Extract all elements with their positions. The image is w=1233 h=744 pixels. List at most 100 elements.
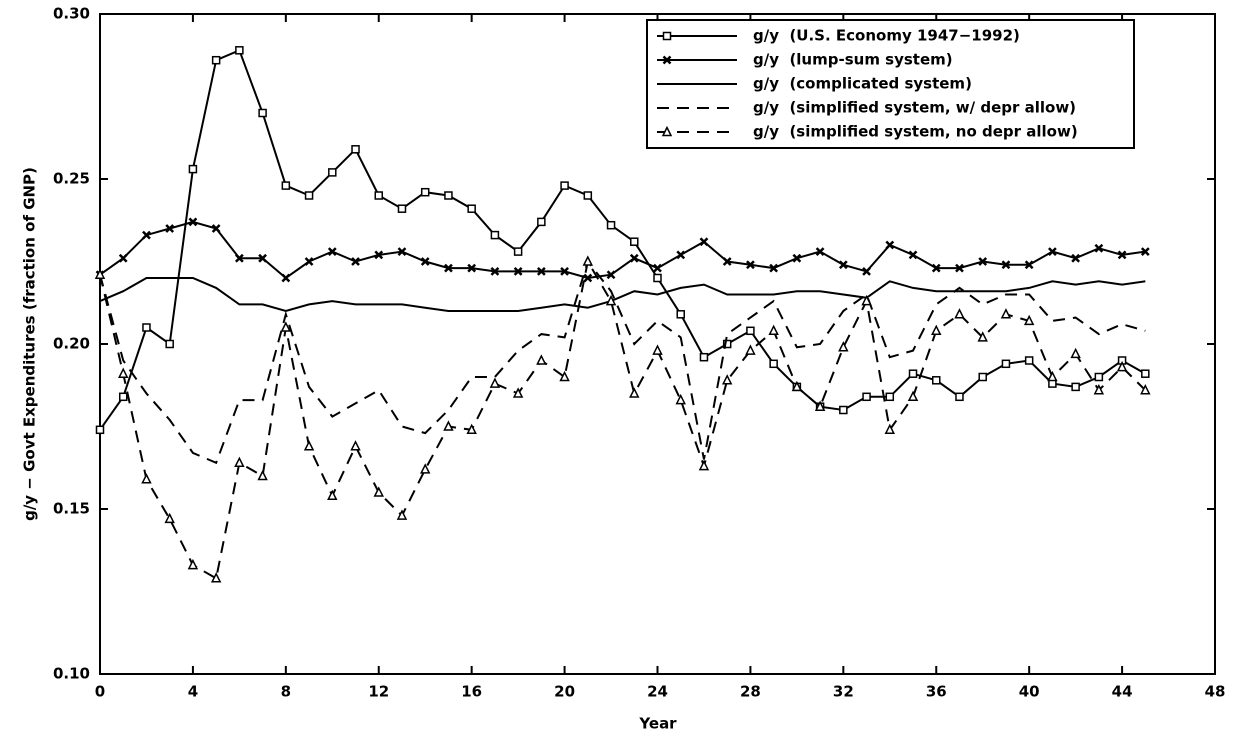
marker-x (978, 257, 988, 266)
marker-x (1117, 250, 1127, 260)
marker-triangle (698, 459, 710, 471)
marker-x (1048, 247, 1057, 256)
marker-square (1001, 359, 1011, 369)
marker-triangle (1070, 347, 1081, 359)
marker-triangle (280, 321, 292, 332)
marker-x (838, 260, 848, 270)
marker-triangle (443, 420, 454, 431)
legend-label: g/y (complicated system) (753, 75, 972, 93)
marker-triangle (489, 377, 501, 388)
legend-marker (662, 55, 672, 65)
x-tick-label: 44 (1112, 683, 1133, 701)
marker-x (1001, 260, 1011, 270)
marker-square (211, 55, 221, 65)
marker-triangle (652, 344, 663, 355)
marker-square (769, 359, 778, 369)
marker-square (513, 247, 523, 256)
marker-x (885, 240, 895, 250)
x-tick-label: 24 (647, 683, 668, 701)
marker-square (1094, 372, 1104, 382)
marker-triangle (512, 387, 524, 398)
marker-square (746, 326, 755, 336)
marker-square (885, 392, 895, 402)
marker-square (142, 323, 151, 332)
marker-square (281, 181, 291, 190)
marker-square (932, 376, 941, 385)
marker-x (467, 263, 477, 273)
x-tick-label: 12 (368, 683, 389, 701)
marker-x (653, 263, 662, 273)
marker-triangle (675, 393, 686, 405)
marker-triangle (536, 354, 547, 365)
marker-square (397, 204, 407, 213)
legend-label: g/y (lump-sum system) (753, 51, 953, 69)
marker-square (467, 204, 476, 213)
marker-x (211, 224, 221, 233)
marker-triangle (791, 380, 803, 392)
marker-x (118, 253, 128, 263)
marker-triangle (234, 456, 245, 468)
marker-x (1140, 247, 1150, 256)
series-line (99, 48, 1146, 431)
marker-square (304, 191, 314, 200)
marker-square (560, 181, 569, 190)
marker-square (630, 237, 639, 246)
marker-x (490, 267, 500, 276)
legend-label: g/y (simplified system, w/ depr allow) (753, 99, 1076, 117)
marker-triangle (629, 387, 640, 398)
x-tick-label: 36 (926, 683, 947, 701)
marker-triangle (141, 473, 152, 484)
marker-x (1024, 260, 1034, 270)
marker-x (234, 253, 244, 263)
marker-triangle (605, 294, 617, 306)
x-axis-label: Year (638, 715, 677, 733)
y-tick-label: 0.25 (53, 170, 90, 188)
x-tick-label: 40 (1019, 683, 1040, 701)
marker-triangle (1023, 314, 1035, 326)
x-tick-label: 0 (95, 683, 105, 701)
marker-square (328, 168, 337, 177)
marker-square (1024, 356, 1034, 365)
marker-x (560, 267, 569, 276)
marker-square (188, 164, 198, 174)
marker-triangle (164, 512, 175, 524)
x-tick-label: 16 (461, 683, 482, 701)
marker-square (95, 425, 105, 435)
marker-square (676, 310, 685, 319)
marker-x (676, 250, 686, 260)
marker-square (118, 392, 128, 402)
marker-x (258, 253, 267, 263)
y-tick-label: 0.15 (53, 500, 90, 518)
marker-x (908, 250, 918, 260)
marker-square (258, 108, 267, 118)
marker-triangle (559, 370, 570, 382)
marker-triangle (954, 308, 965, 319)
marker-triangle (419, 463, 431, 474)
marker-triangle (396, 509, 408, 520)
marker-square (606, 220, 616, 230)
marker-square (722, 339, 732, 349)
marker-triangle (931, 324, 942, 336)
series-line (99, 259, 1146, 465)
marker-triangle (257, 469, 268, 481)
marker-triangle (582, 255, 594, 266)
series-line (99, 220, 1146, 280)
marker-square (165, 339, 174, 349)
marker-x (699, 237, 709, 247)
marker-square (235, 46, 244, 55)
x-tick-label: 4 (188, 683, 198, 701)
marker-x (327, 247, 337, 256)
marker-x (351, 257, 360, 266)
marker-triangle (884, 423, 896, 435)
marker-square (978, 372, 987, 382)
marker-x (536, 267, 546, 276)
marker-triangle (1000, 308, 1012, 319)
marker-square (699, 352, 709, 362)
legend-label: g/y (simplified system, no depr allow) (753, 123, 1078, 141)
marker-triangle (210, 572, 222, 583)
marker-triangle (303, 440, 315, 451)
marker-triangle (861, 294, 872, 306)
marker-x (746, 260, 755, 270)
marker-x (955, 263, 964, 273)
